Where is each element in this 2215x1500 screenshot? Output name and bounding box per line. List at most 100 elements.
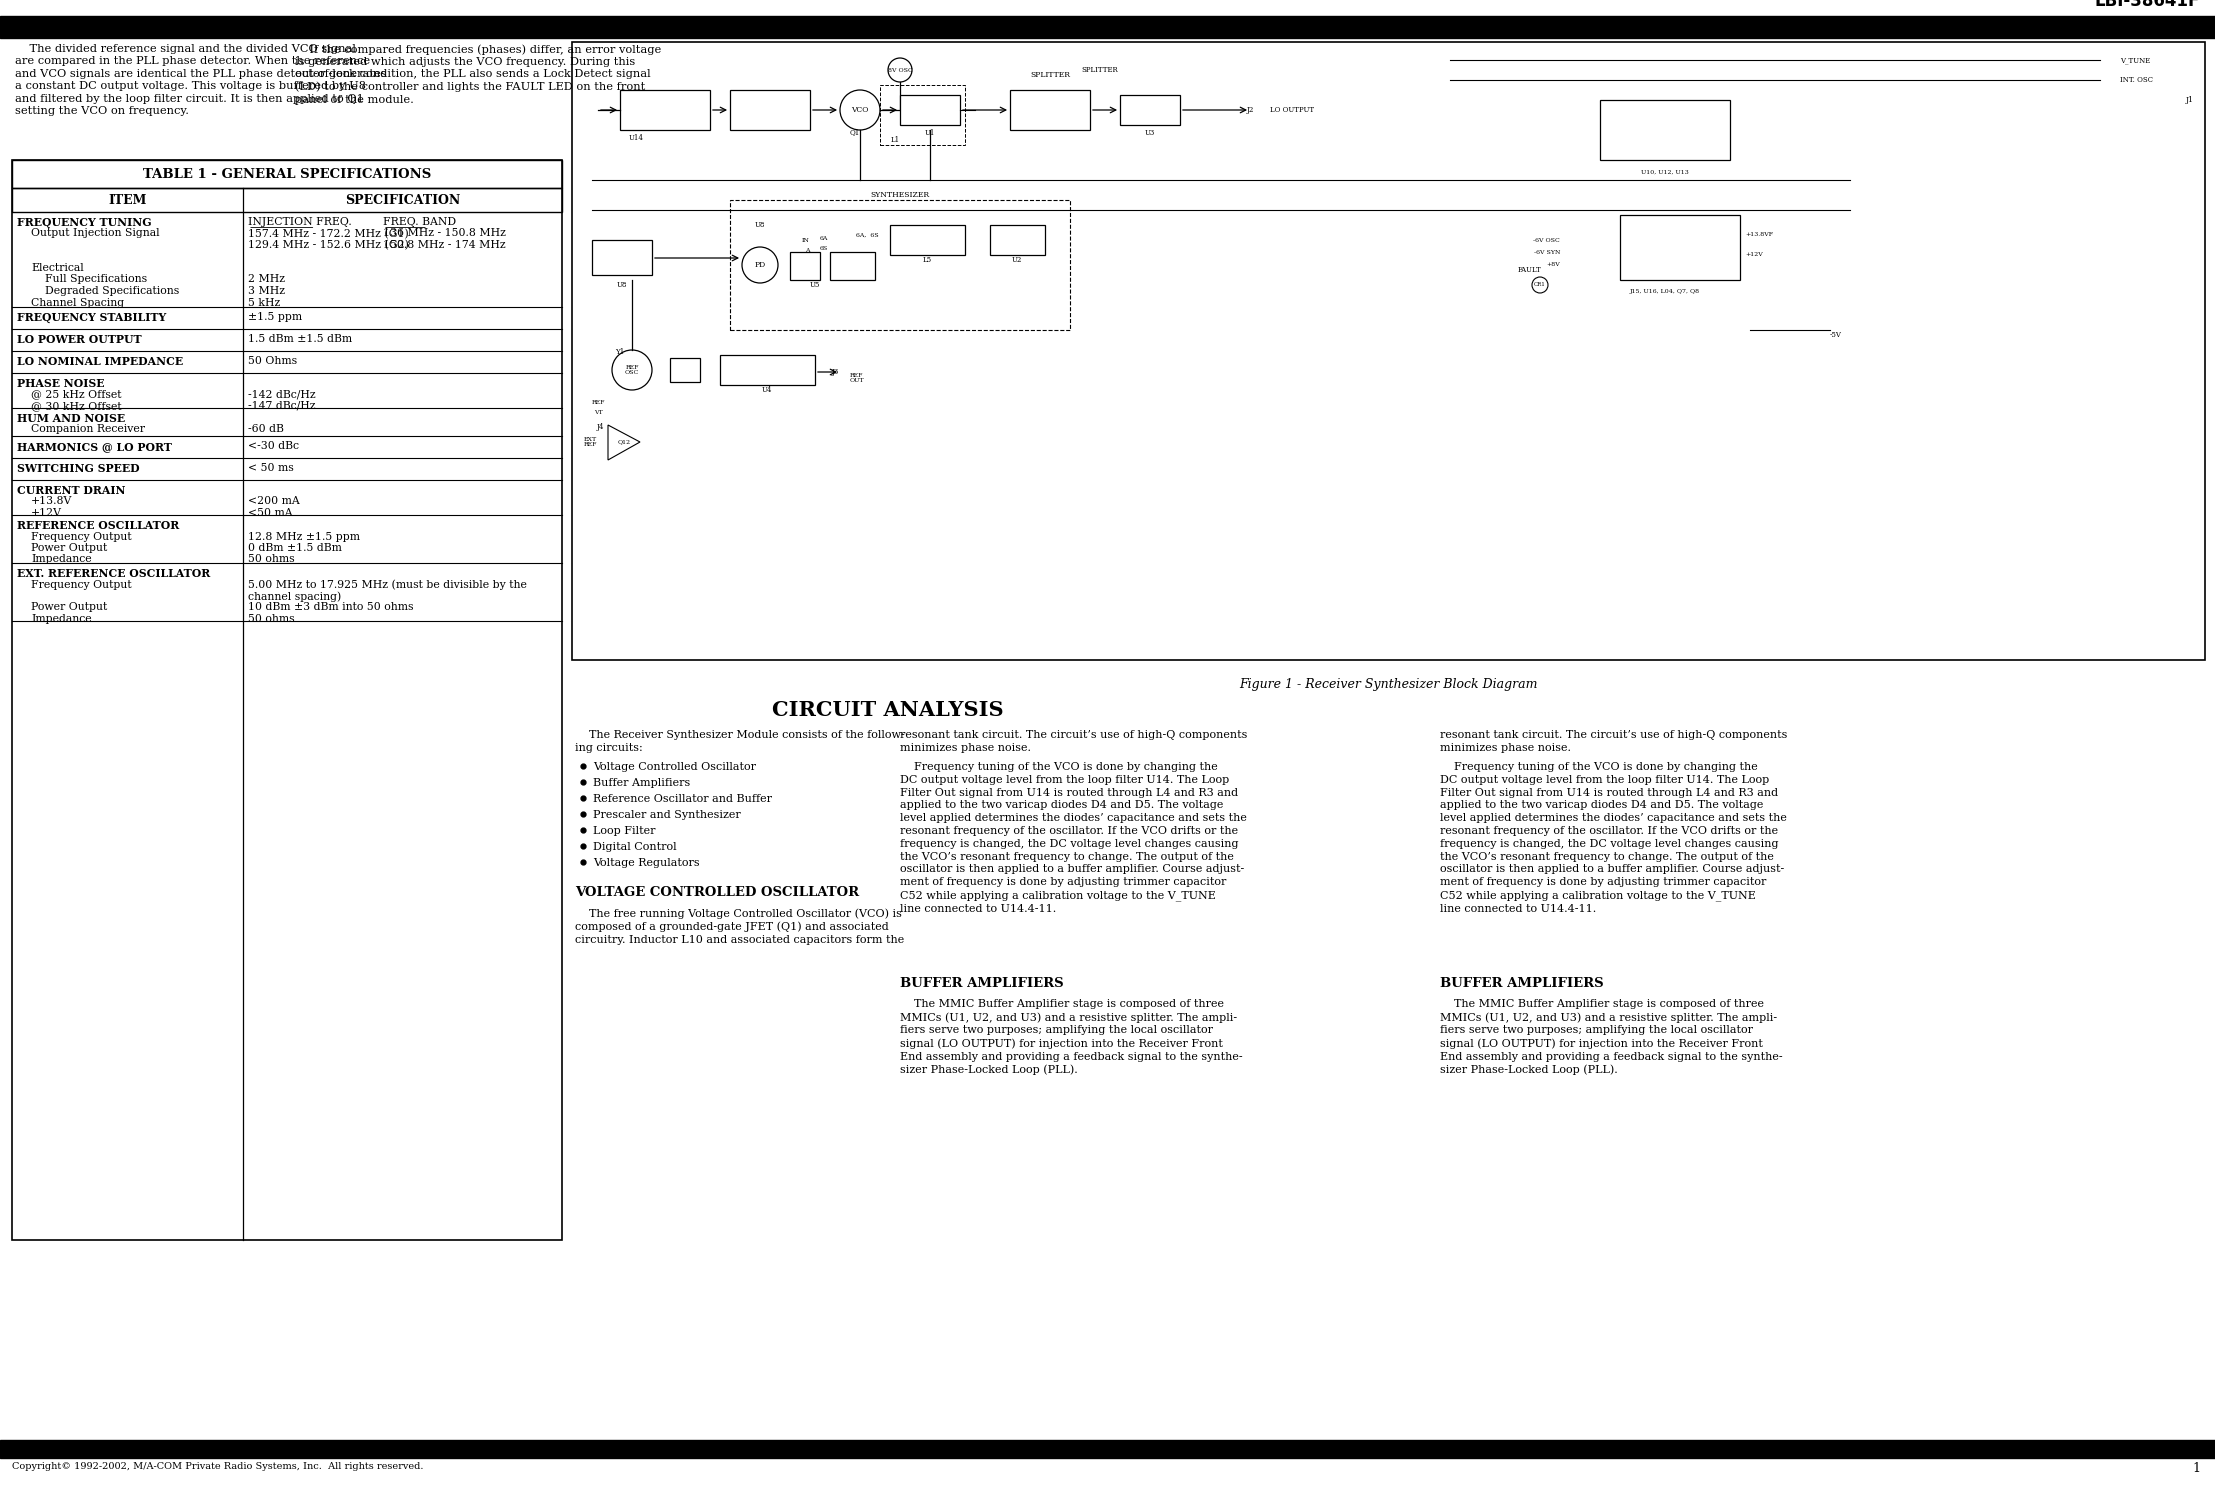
Text: AMP: AMP (921, 111, 939, 118)
Bar (1121, 94, 1181, 124)
Bar (11, 188, 563, 211)
Text: CIRCUIT ANALYSIS: CIRCUIT ANALYSIS (771, 700, 1003, 720)
Text: ADAPTIVE FILTER: ADAPTIVE FILTER (631, 106, 698, 114)
Text: 157.4 MHz - 172.2 MHz (G1): 157.4 MHz - 172.2 MHz (G1) (248, 228, 410, 238)
Text: U5: U5 (811, 280, 820, 290)
Polygon shape (607, 424, 640, 460)
Text: Buffer Amplifiers: Buffer Amplifiers (594, 778, 691, 788)
Text: IR: IR (802, 262, 808, 270)
Text: J2: J2 (1247, 106, 1254, 114)
Text: HARMONICS @ LO PORT: HARMONICS @ LO PORT (18, 441, 173, 452)
Text: BUFFER: BUFFER (753, 370, 782, 378)
Text: Digital Control: Digital Control (594, 842, 676, 852)
Text: Power Output: Power Output (31, 543, 106, 554)
Text: 12.8 MHz ±1.5 ppm: 12.8 MHz ±1.5 ppm (248, 531, 361, 542)
Text: Electrical: Electrical (31, 262, 84, 273)
Text: L5: L5 (921, 256, 933, 264)
Text: SPECIFICATION: SPECIFICATION (346, 194, 461, 207)
Text: <200 mA: <200 mA (248, 496, 299, 507)
Text: 1: 1 (2193, 1462, 2199, 1474)
Text: 6A: 6A (820, 236, 828, 240)
Text: <50 mA: <50 mA (248, 509, 292, 518)
Text: 5 kHz: 5 kHz (248, 297, 281, 307)
Text: SPLITTER: SPLITTER (1030, 106, 1070, 114)
Text: 2 MHz: 2 MHz (248, 274, 286, 285)
Text: SPLITTER: SPLITTER (1081, 66, 1119, 74)
Text: The Receiver Synthesizer Module consists of the follow-
ing circuits:: The Receiver Synthesizer Module consists… (576, 730, 904, 753)
Bar (620, 90, 711, 130)
Text: resonant tank circuit. The circuit’s use of high-Q components
minimizes phase no: resonant tank circuit. The circuit’s use… (1440, 730, 1788, 753)
Text: < 50 ms: < 50 ms (248, 464, 295, 472)
Text: If the compared frequencies (phases) differ, an error voltage
is generated which: If the compared frequencies (phases) dif… (295, 44, 662, 105)
Text: BUFFER: BUFFER (1134, 102, 1165, 110)
Text: Voltage Controlled Oscillator: Voltage Controlled Oscillator (594, 762, 755, 772)
Text: BUFFER: BUFFER (605, 254, 638, 261)
Text: Y1: Y1 (616, 348, 625, 355)
Text: Output Injection Signal: Output Injection Signal (31, 228, 159, 238)
Text: @ 30 kHz Offset: @ 30 kHz Offset (31, 400, 122, 411)
Text: +8V: +8V (1546, 262, 1559, 267)
Circle shape (611, 350, 651, 390)
Text: U2: U2 (1012, 256, 1021, 264)
Text: 50 ohms: 50 ohms (248, 555, 295, 564)
Text: REFERENCE: REFERENCE (744, 362, 791, 369)
Text: PD: PD (755, 261, 766, 268)
Bar (1619, 214, 1741, 280)
Text: @ 25 kHz Offset: @ 25 kHz Offset (31, 390, 122, 399)
Text: J3: J3 (831, 368, 839, 376)
Text: V_TUNE: V_TUNE (2120, 56, 2151, 64)
Text: 6A,  6S: 6A, 6S (855, 232, 879, 237)
Text: VOLTAGE CONTROLLED OSCILLATOR: VOLTAGE CONTROLLED OSCILLATOR (576, 886, 859, 898)
Text: Q13: Q13 (678, 368, 691, 372)
Text: BUFFER AMPLIFIERS: BUFFER AMPLIFIERS (899, 976, 1063, 990)
Text: LOGIC: LOGIC (839, 262, 864, 270)
Text: channel spacing): channel spacing) (248, 591, 341, 602)
Text: Voltage Regulators: Voltage Regulators (594, 858, 700, 868)
Bar (731, 90, 811, 130)
Text: Loop Filter: Loop Filter (594, 827, 656, 836)
Text: -6V SYN: -6V SYN (1533, 249, 1559, 255)
Text: Q1: Q1 (851, 128, 859, 136)
Text: REF: REF (591, 399, 605, 405)
Text: ±1.5 ppm: ±1.5 ppm (248, 312, 301, 322)
Text: LO OUTPUT: LO OUTPUT (1269, 106, 1313, 114)
Text: Full Specifications: Full Specifications (44, 274, 146, 285)
Text: J4: J4 (596, 423, 605, 430)
Bar (11, 160, 563, 188)
Text: Power Output: Power Output (31, 603, 106, 612)
Text: -60 dB: -60 dB (248, 424, 284, 435)
Text: HUM AND NOISE: HUM AND NOISE (18, 413, 124, 424)
Text: 10 dBm ±3 dBm into 50 ohms: 10 dBm ±3 dBm into 50 ohms (248, 603, 414, 612)
Text: -147 dBc/Hz: -147 dBc/Hz (248, 400, 315, 411)
Text: U4: U4 (762, 386, 773, 394)
Text: The divided reference signal and the divided VCO signal
are compared in the PLL : The divided reference signal and the div… (16, 44, 388, 116)
Text: AMP: AMP (1141, 111, 1158, 118)
Text: Frequency tuning of the VCO is done by changing the
DC output voltage level from: Frequency tuning of the VCO is done by c… (1440, 762, 1788, 914)
Text: -142 dBc/Hz: -142 dBc/Hz (248, 390, 315, 399)
Text: PRESCALER: PRESCALER (906, 231, 950, 240)
Bar (571, 42, 2204, 660)
Text: J1: J1 (2186, 96, 2195, 104)
Text: REGULATORS: REGULATORS (1652, 248, 1708, 256)
Text: FREQUENCY TUNING: FREQUENCY TUNING (18, 217, 151, 228)
Bar (720, 356, 815, 386)
Text: 3 MHz: 3 MHz (248, 286, 286, 296)
Text: VT: VT (594, 410, 602, 414)
Text: A: A (806, 248, 811, 252)
Bar (990, 225, 1045, 255)
Text: LO NOMINAL IMPEDANCE: LO NOMINAL IMPEDANCE (18, 356, 184, 368)
Text: EXT. REFERENCE OSCILLATOR: EXT. REFERENCE OSCILLATOR (18, 568, 210, 579)
Text: VOLTAGE: VOLTAGE (1661, 238, 1699, 248)
Text: Q12: Q12 (618, 440, 631, 444)
Circle shape (742, 248, 777, 284)
Text: IN: IN (802, 237, 811, 243)
Text: 8V OSC: 8V OSC (888, 68, 913, 72)
Text: BUFFER: BUFFER (1001, 231, 1032, 240)
Text: 50 Ohms: 50 Ohms (248, 356, 297, 366)
Text: CR1: CR1 (1535, 282, 1546, 288)
Text: Frequency tuning of the VCO is done by changing the
DC output voltage level from: Frequency tuning of the VCO is done by c… (899, 762, 1247, 914)
Text: LOGIC: LOGIC (1648, 126, 1681, 135)
Text: VCO: VCO (851, 106, 868, 114)
Bar (591, 240, 651, 274)
Bar (731, 200, 1070, 330)
